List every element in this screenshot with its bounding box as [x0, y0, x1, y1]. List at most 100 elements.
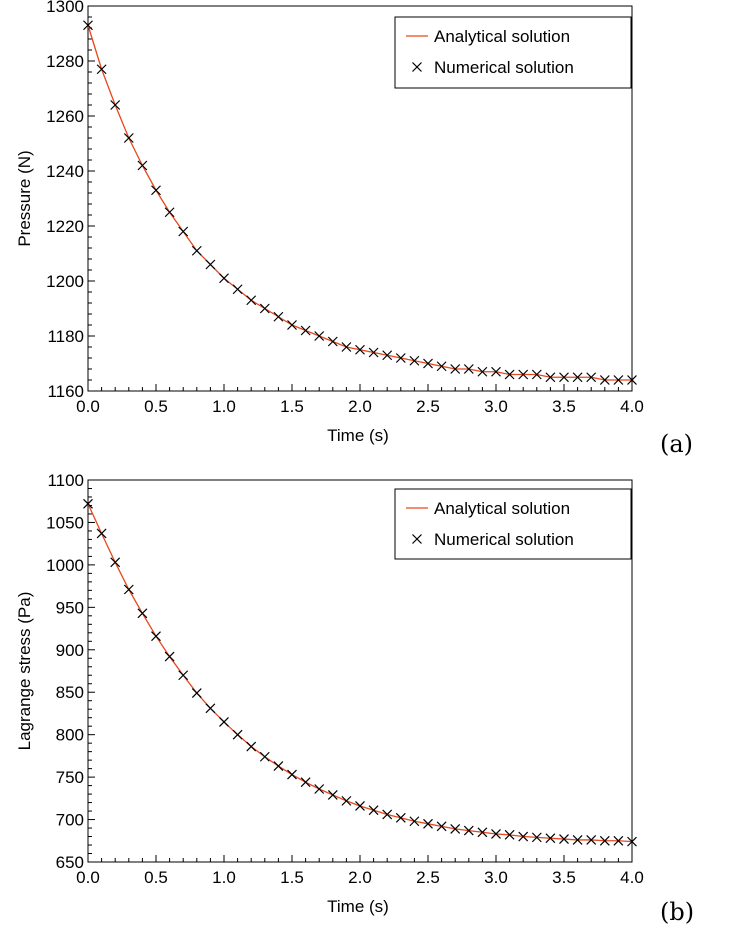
marker-stroke — [531, 832, 542, 843]
marker-stroke — [219, 717, 229, 727]
marker-stroke — [477, 827, 488, 838]
numerical-solution-point — [314, 784, 325, 794]
marker-stroke — [613, 375, 624, 385]
numerical-solution-point — [572, 372, 583, 383]
numerical-solution-point — [368, 805, 379, 816]
legend-marker-swatch — [412, 534, 422, 544]
x-tick-label: 3.5 — [552, 868, 576, 887]
numerical-solution-point — [409, 816, 420, 827]
numerical-solution-point — [300, 325, 311, 336]
numerical-solution-point — [137, 160, 148, 171]
marker-stroke — [504, 369, 515, 380]
numerical-solution-point — [627, 375, 637, 385]
marker-stroke — [83, 20, 93, 31]
x-tick-label: 0.0 — [76, 397, 100, 416]
legend: Analytical solution Numerical solution — [394, 16, 632, 89]
numerical-solution-point — [613, 375, 624, 385]
numerical-solution-point — [273, 311, 284, 322]
numerical-solution-point — [531, 832, 542, 843]
marker-stroke — [412, 534, 422, 544]
numerical-solution-point — [355, 801, 365, 811]
marker-stroke — [599, 375, 610, 385]
numerical-solution-point — [164, 651, 175, 662]
marker-stroke — [586, 372, 597, 383]
marker-stroke — [273, 761, 284, 771]
marker-stroke — [205, 703, 216, 714]
x-tick-label: 1.0 — [212, 397, 236, 416]
x-tick-label: 0.0 — [76, 868, 100, 887]
marker-stroke — [123, 133, 134, 143]
numerical-solution-point — [599, 375, 610, 385]
numerical-solution-point — [110, 557, 121, 568]
marker-stroke — [314, 331, 325, 341]
marker-stroke — [164, 207, 175, 218]
numerical-solution-point — [96, 528, 107, 539]
y-tick-label: 650 — [56, 853, 84, 872]
legend-marker-swatch — [412, 62, 422, 72]
x-tick-label: 3.5 — [552, 397, 576, 416]
marker-stroke — [463, 364, 474, 374]
y-axis-label: Lagrange stress (Pa) — [15, 592, 34, 751]
x-axis-label: Time (s) — [327, 897, 389, 916]
numerical-solution-point — [572, 835, 583, 845]
marker-stroke — [436, 361, 447, 372]
marker-stroke — [572, 372, 583, 383]
marker-stroke — [232, 729, 243, 740]
numerical-solution-point — [463, 825, 474, 836]
numerical-solution-point — [96, 64, 107, 75]
legend-box — [394, 488, 632, 560]
numerical-solution-point — [219, 717, 229, 727]
numerical-solution-point — [518, 831, 529, 842]
marker-stroke — [246, 741, 257, 752]
marker-stroke — [559, 372, 569, 383]
numerical-solution-point — [545, 372, 556, 383]
marker-stroke — [518, 831, 529, 842]
legend-label: Numerical solution — [434, 58, 574, 77]
numerical-solution-point — [559, 372, 569, 383]
y-tick-label: 1260 — [46, 107, 84, 126]
y-tick-label: 900 — [56, 641, 84, 660]
marker-stroke — [518, 369, 529, 380]
numerical-solution-point — [355, 344, 365, 355]
y-tick-label: 850 — [56, 683, 84, 702]
numerical-solution-point — [531, 369, 542, 380]
marker-stroke — [110, 100, 121, 110]
numerical-solution-point — [477, 827, 488, 838]
numerical-solution-point — [205, 259, 216, 270]
numerical-solution-point — [246, 741, 257, 752]
x-tick-label: 1.0 — [212, 868, 236, 887]
marker-stroke — [219, 273, 229, 284]
numerical-solution-point — [463, 364, 474, 374]
y-tick-label: 1000 — [46, 556, 84, 575]
marker-stroke — [409, 816, 420, 827]
marker-stroke — [123, 584, 134, 595]
marker-stroke — [273, 311, 284, 322]
marker-stroke — [627, 836, 637, 847]
numerical-solution-point — [259, 751, 270, 762]
x-tick-label: 2.5 — [416, 397, 440, 416]
numerical-solution-point — [205, 703, 216, 714]
x-tick-label: 4.0 — [620, 397, 644, 416]
y-tick-label: 1180 — [47, 327, 84, 346]
marker-stroke — [178, 226, 189, 237]
numerical-solution-point — [382, 809, 393, 820]
marker-stroke — [491, 366, 501, 377]
x-tick-label: 2.0 — [348, 397, 372, 416]
marker-stroke — [586, 835, 597, 845]
marker-stroke — [355, 344, 365, 355]
marker-stroke — [423, 818, 433, 829]
marker-stroke — [450, 364, 461, 374]
marker-stroke — [545, 372, 556, 383]
marker-stroke — [300, 777, 311, 788]
x-axis-label: Time (s) — [327, 426, 389, 445]
marker-stroke — [599, 835, 610, 846]
numerical-solution-point — [491, 829, 501, 839]
y-tick-label: 1280 — [46, 52, 84, 71]
numerical-solution-point — [287, 320, 297, 330]
x-tick-label: 0.5 — [144, 868, 168, 887]
x-tick-label: 2.5 — [416, 868, 440, 887]
marker-stroke — [627, 375, 637, 385]
marker-stroke — [300, 325, 311, 336]
numerical-solution-point — [409, 355, 420, 366]
marker-stroke — [287, 769, 297, 780]
